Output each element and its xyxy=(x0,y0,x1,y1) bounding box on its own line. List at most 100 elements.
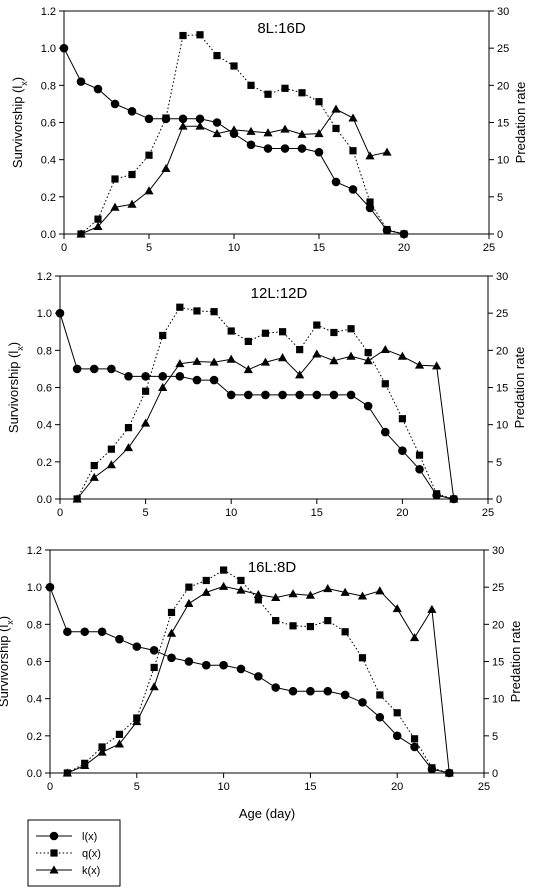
data-point xyxy=(178,114,188,124)
y-tick-label: 0.0 xyxy=(41,229,56,241)
data-point xyxy=(313,321,321,329)
data-point xyxy=(236,664,246,674)
legend-frame xyxy=(27,819,121,887)
data-point xyxy=(329,356,339,365)
x-tick-label: 15 xyxy=(311,507,323,519)
data-point xyxy=(161,163,171,173)
x-axis-label: Age (day) xyxy=(239,806,295,821)
data-point xyxy=(375,712,385,722)
data-point xyxy=(76,77,86,86)
data-point xyxy=(280,124,290,133)
data-point xyxy=(383,225,391,234)
data-point xyxy=(264,90,272,98)
y-tick-label: 0.4 xyxy=(41,155,56,167)
legend-label: l(x) xyxy=(82,831,97,843)
data-point xyxy=(347,325,355,333)
data-point xyxy=(184,657,194,666)
data-point xyxy=(247,81,255,89)
data-point xyxy=(90,461,98,470)
data-point xyxy=(124,424,133,432)
data-point xyxy=(392,731,402,741)
y-tick-label: 1.2 xyxy=(41,6,56,18)
y-tick-label: 0.8 xyxy=(27,619,42,631)
data-point xyxy=(261,329,270,337)
data-point xyxy=(444,768,454,777)
legend-item: l(x) xyxy=(36,831,97,843)
data-point xyxy=(210,308,218,316)
data-point xyxy=(244,390,253,400)
data-point xyxy=(400,230,408,238)
data-point xyxy=(94,215,102,223)
data-point xyxy=(280,144,290,153)
data-point xyxy=(212,118,222,127)
data-point xyxy=(128,170,136,179)
data-point xyxy=(272,617,280,625)
chart-panel-3: 0 5 10 15 20 25 0.0 0.2 0.4 0.6 0.8 1.0 1.2 0 5 10 15 20 2… xyxy=(0,545,523,821)
series-circle xyxy=(59,43,409,239)
data-point xyxy=(427,604,437,613)
data-point xyxy=(227,327,235,335)
x-tick-label: 15 xyxy=(313,242,325,254)
y2-tick-label: 5 xyxy=(496,457,502,469)
data-point xyxy=(219,660,228,670)
data-point xyxy=(433,490,441,498)
data-point xyxy=(63,627,72,637)
data-point xyxy=(144,186,154,195)
x-tick-label: 0 xyxy=(61,242,67,254)
data-point xyxy=(398,446,407,455)
data-point xyxy=(123,443,134,452)
data-point xyxy=(219,581,229,590)
data-point xyxy=(330,328,338,337)
series-line xyxy=(76,349,455,500)
data-point xyxy=(363,401,373,411)
data-point xyxy=(175,359,185,368)
y2-tick-label: 0 xyxy=(497,229,503,241)
data-point xyxy=(195,121,205,130)
legend-marker xyxy=(49,831,59,841)
y2-tick-label: 5 xyxy=(492,731,498,743)
y-tick-label: 1.2 xyxy=(27,545,42,557)
x-tick-label: 5 xyxy=(134,781,140,793)
x-tick-label: 20 xyxy=(396,507,408,519)
data-point xyxy=(76,229,86,238)
data-point xyxy=(410,742,419,752)
data-point xyxy=(289,622,297,630)
y-tick-label: 1.0 xyxy=(41,43,56,55)
data-point xyxy=(127,199,137,208)
data-point xyxy=(398,415,406,423)
data-point xyxy=(392,604,402,613)
y2-tick-label: 15 xyxy=(492,657,504,669)
data-point xyxy=(115,730,124,738)
y-axis-label: Survivorship (lx) xyxy=(6,342,25,433)
y2-tick-label: 0 xyxy=(496,494,502,506)
data-point xyxy=(132,642,142,651)
data-point xyxy=(175,372,185,381)
legend-marker xyxy=(49,865,59,874)
data-point xyxy=(358,654,367,662)
data-point xyxy=(176,303,184,311)
y-tick-label: 0.0 xyxy=(27,768,42,780)
data-point xyxy=(237,576,245,585)
y-tick-label: 0.2 xyxy=(27,731,42,743)
data-point xyxy=(298,89,306,97)
data-point xyxy=(93,221,103,231)
data-point xyxy=(158,382,168,391)
y-tick-label: 0.2 xyxy=(41,192,56,204)
y2-tick-label: 30 xyxy=(496,271,508,283)
y2-tick-label: 25 xyxy=(497,43,509,55)
data-point xyxy=(243,365,253,374)
data-point xyxy=(358,698,367,707)
data-point xyxy=(306,686,315,696)
data-point xyxy=(397,351,407,360)
data-point xyxy=(349,147,357,155)
data-point xyxy=(149,646,159,655)
series-square xyxy=(77,31,408,238)
legend-item: q(x) xyxy=(36,848,101,860)
data-point xyxy=(380,427,390,437)
data-point xyxy=(346,351,356,360)
data-point xyxy=(278,328,287,336)
y2-axis-label: Predation rate xyxy=(512,347,527,429)
plot-frame xyxy=(59,275,489,500)
data-point xyxy=(277,353,288,362)
chart-panel-1: 0 5 10 15 20 25 0.0 0.2 0.4 0.6 0.8 1.0 1.2 0 5 10 15 20 2… xyxy=(10,6,528,254)
